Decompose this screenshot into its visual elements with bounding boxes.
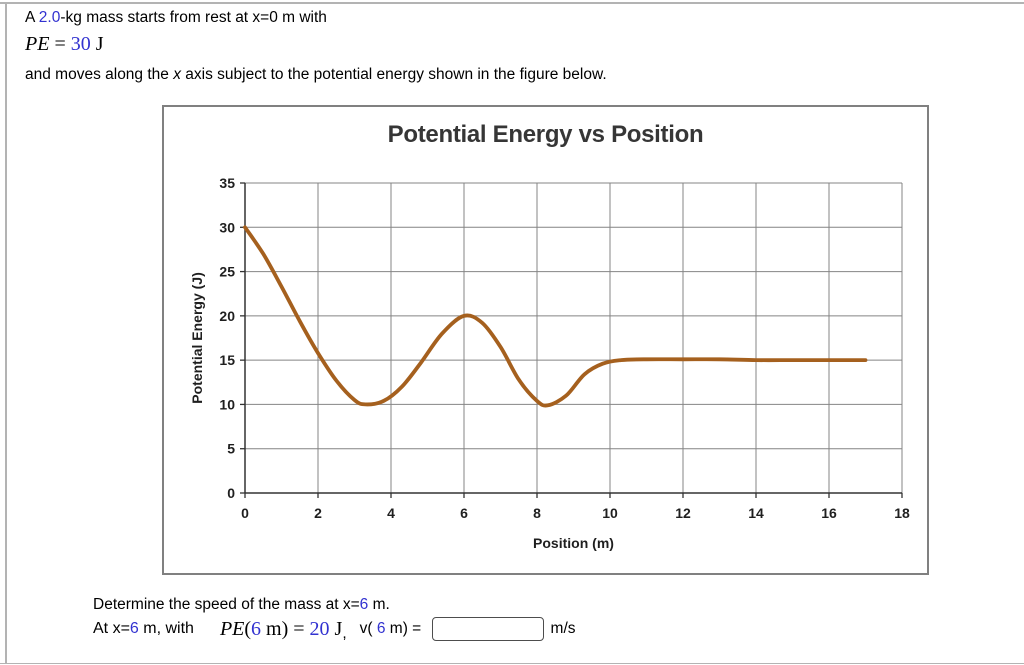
problem-line-3-b: axis subject to the potential energy sho… xyxy=(180,66,607,83)
y-tick-label: 10 xyxy=(219,396,235,412)
answer-unit: m/s xyxy=(550,620,576,637)
pe6-equals: = xyxy=(288,617,310,640)
chart-figure: Potential Energy vs Position Potential E… xyxy=(162,105,929,575)
pe-equals: = xyxy=(49,33,71,55)
at-position-value: 6 xyxy=(129,620,139,637)
y-tick-label: 0 xyxy=(227,485,235,501)
pe-curve xyxy=(243,225,868,408)
pe-unit: J xyxy=(90,33,104,55)
pe6-equation: PE(6 m) = 20 J xyxy=(220,618,342,641)
problem-line-1: A 2.0-kg mass starts from rest at x=0 m … xyxy=(25,9,327,27)
pe6-open-paren: ( xyxy=(244,617,252,640)
determine-position-value: 6 xyxy=(359,596,369,613)
y-tick-label: 20 xyxy=(219,308,235,324)
page-border-top xyxy=(0,2,1024,4)
y-tick-label: 15 xyxy=(219,352,235,368)
v-suffix: m) = xyxy=(385,620,426,637)
x-tick-label: 10 xyxy=(602,505,618,521)
problem-line-1-prefix: A xyxy=(25,9,39,26)
y-tick-label: 25 xyxy=(219,264,235,280)
pe-equation: PE = 30 J xyxy=(25,33,104,56)
x-tick-label: 2 xyxy=(314,505,322,521)
mass-value: 2.0 xyxy=(38,9,61,26)
x-tick-label: 14 xyxy=(748,505,764,521)
y-tick-label: 30 xyxy=(219,219,235,235)
y-tick-label: 35 xyxy=(219,175,235,191)
pe6-after-arg: m) xyxy=(261,617,289,640)
chart-title: Potential Energy vs Position xyxy=(387,121,704,148)
v-arg: 6 xyxy=(376,620,386,637)
problem-line-1-suffix: -kg mass starts from rest at x=0 m with xyxy=(60,9,327,26)
pe6-arg: 6 xyxy=(251,617,262,640)
at-prefix: At x= xyxy=(93,620,130,637)
comma: , xyxy=(342,625,347,642)
speed-input[interactable] xyxy=(431,617,544,641)
problem-line-3: and moves along the x axis subject to th… xyxy=(25,66,607,84)
page-border-left xyxy=(5,2,7,664)
v-prefix: v( xyxy=(359,620,377,637)
y-tick-label: 5 xyxy=(227,441,235,457)
pe-symbol: PE xyxy=(25,33,50,55)
problem-line-3-a: and moves along the xyxy=(25,66,174,83)
x-tick-label: 12 xyxy=(675,505,691,521)
x-axis-title: Position (m) xyxy=(533,535,614,551)
x-tick-label: 0 xyxy=(241,505,249,521)
v-expression: v( 6 m) = xyxy=(360,620,426,638)
page-border-bottom xyxy=(0,662,1024,664)
x-axis-symbol: x xyxy=(173,66,181,83)
x-tick-label: 6 xyxy=(460,505,468,521)
chart-svg: 0 2 4 6 8 10 12 14 16 18 0 5 10 15 20 25 30 35 xyxy=(219,175,910,521)
determine-suffix: m. xyxy=(368,596,390,613)
x-tick-label: 18 xyxy=(894,505,910,521)
x-tick-label: 16 xyxy=(821,505,837,521)
pe6-unit: J xyxy=(329,617,343,640)
pe6-value: 20 xyxy=(309,617,330,640)
x-tick-label: 4 xyxy=(387,505,395,521)
pe-value: 30 xyxy=(70,33,91,55)
x-tick-label: 8 xyxy=(533,505,541,521)
pe6-symbol: PE xyxy=(219,617,245,640)
at-suffix: m, with xyxy=(138,620,194,637)
answer-row: At x= 6 m, with PE(6 m) = 20 J, v( 6 m) = m… xyxy=(93,613,576,645)
determine-prefix: Determine the speed of the mass at x= xyxy=(93,596,360,613)
question-line: Determine the speed of the mass at x=6 m… xyxy=(93,596,390,614)
